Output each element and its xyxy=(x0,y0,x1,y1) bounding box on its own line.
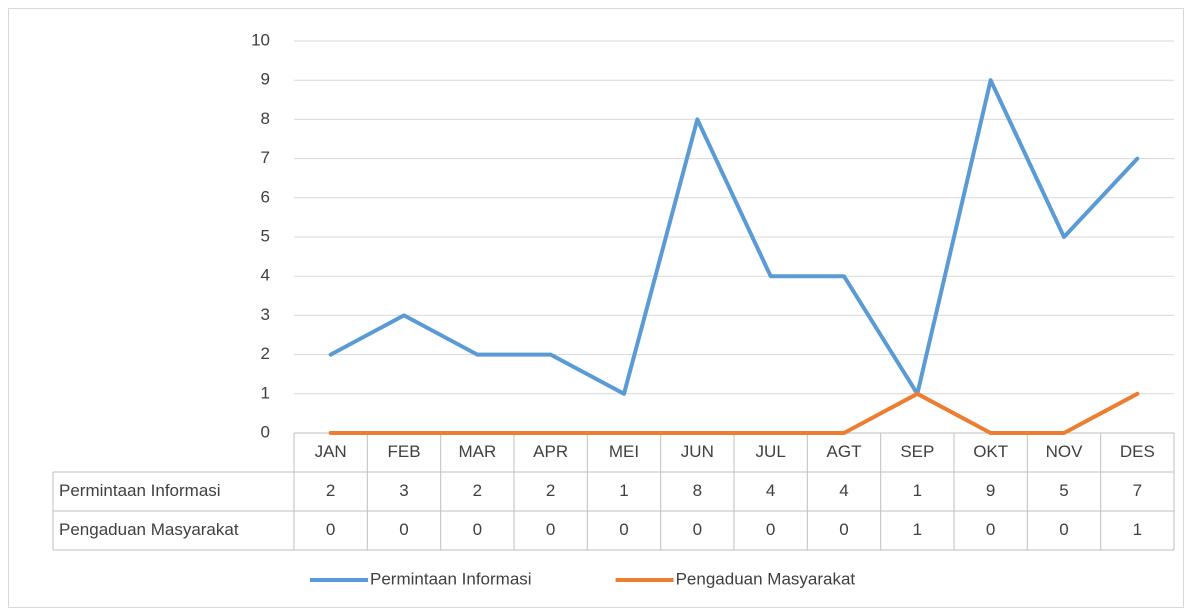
table-cell: 0 xyxy=(399,520,408,539)
y-tick-label: 2 xyxy=(261,344,270,363)
x-tick-label: MEI xyxy=(609,442,639,461)
table-cell: 7 xyxy=(1133,481,1142,500)
table-cell: 1 xyxy=(913,481,922,500)
table-cell: 2 xyxy=(546,481,555,500)
y-tick-label: 9 xyxy=(261,70,270,89)
table-cell: 8 xyxy=(693,481,702,500)
table-cell: 4 xyxy=(839,481,848,500)
chart-border xyxy=(8,8,1184,608)
x-tick-label: JAN xyxy=(315,442,347,461)
x-tick-label: AGT xyxy=(827,442,862,461)
y-tick-label: 5 xyxy=(261,226,270,245)
y-tick-label: 10 xyxy=(251,30,270,49)
table-cell: 9 xyxy=(986,481,995,500)
legend-label: Pengaduan Masyarakat xyxy=(676,569,856,588)
y-tick-label: 0 xyxy=(261,422,270,441)
table-cell: 5 xyxy=(1059,481,1068,500)
table-cell: 0 xyxy=(839,520,848,539)
table-cell: 0 xyxy=(473,520,482,539)
table-row-label: Pengaduan Masyarakat xyxy=(59,520,239,539)
y-tick-label: 6 xyxy=(261,187,270,206)
table-cell: 0 xyxy=(1059,520,1068,539)
x-tick-label: MAR xyxy=(458,442,496,461)
table-row-label: Permintaan Informasi xyxy=(59,481,221,500)
y-tick-label: 1 xyxy=(261,383,270,402)
table-cell: 1 xyxy=(619,481,628,500)
legend-label: Permintaan Informasi xyxy=(370,569,532,588)
x-tick-label: SEP xyxy=(900,442,934,461)
y-tick-label: 3 xyxy=(261,305,270,324)
table-cell: 0 xyxy=(326,520,335,539)
table-cell: 1 xyxy=(913,520,922,539)
x-tick-label: APR xyxy=(533,442,568,461)
y-tick-label: 8 xyxy=(261,109,270,128)
table-cell: 3 xyxy=(399,481,408,500)
table-cell: 2 xyxy=(473,481,482,500)
x-tick-label: JUN xyxy=(681,442,714,461)
x-tick-label: DES xyxy=(1120,442,1155,461)
table-cell: 0 xyxy=(546,520,555,539)
table-cell: 4 xyxy=(766,481,775,500)
x-tick-label: OKT xyxy=(973,442,1008,461)
y-tick-label: 4 xyxy=(261,266,270,285)
table-cell: 1 xyxy=(1133,520,1142,539)
x-tick-label: FEB xyxy=(387,442,420,461)
table-cell: 0 xyxy=(619,520,628,539)
series-line xyxy=(328,78,1140,396)
table-cell: 0 xyxy=(766,520,775,539)
table-cell: 0 xyxy=(986,520,995,539)
x-tick-label: JUL xyxy=(756,442,786,461)
x-tick-label: NOV xyxy=(1046,442,1084,461)
series-line xyxy=(328,391,1140,435)
table-cell: 2 xyxy=(326,481,335,500)
y-tick-label: 7 xyxy=(261,148,270,167)
table-cell: 0 xyxy=(693,520,702,539)
